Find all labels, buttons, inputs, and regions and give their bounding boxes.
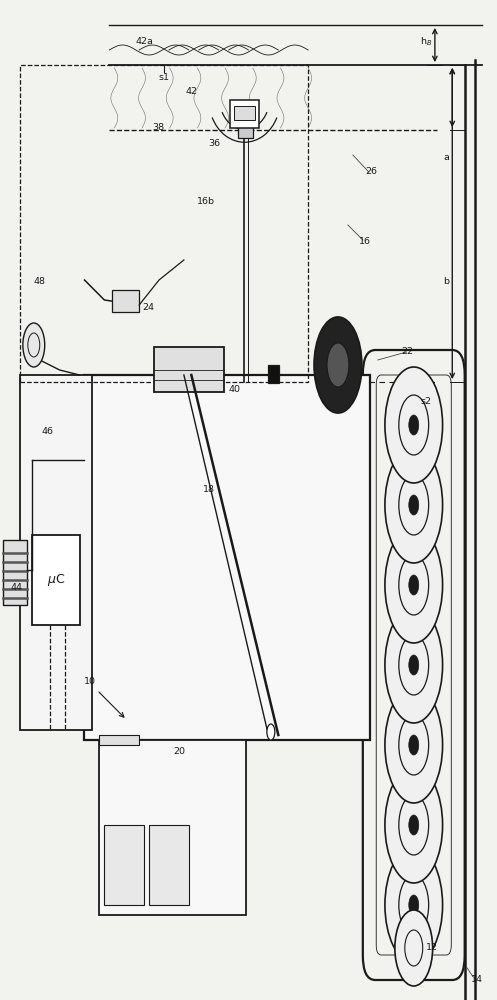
Text: 16b: 16b xyxy=(197,198,215,207)
Bar xyxy=(3,540,27,605)
Bar xyxy=(149,825,189,905)
Circle shape xyxy=(385,767,443,883)
Circle shape xyxy=(399,795,428,855)
Bar xyxy=(234,106,255,120)
Circle shape xyxy=(28,333,40,357)
Text: 46: 46 xyxy=(41,428,53,436)
Text: 40: 40 xyxy=(229,385,241,394)
Circle shape xyxy=(409,575,418,595)
Circle shape xyxy=(385,367,443,483)
Circle shape xyxy=(385,447,443,563)
Text: 48: 48 xyxy=(34,277,46,286)
Circle shape xyxy=(409,655,418,675)
Circle shape xyxy=(409,815,418,835)
Bar xyxy=(99,740,246,915)
Text: 18: 18 xyxy=(203,486,215,494)
Text: a: a xyxy=(443,152,449,161)
Circle shape xyxy=(399,475,428,535)
Text: h$_B$: h$_B$ xyxy=(420,36,432,48)
Text: 20: 20 xyxy=(173,748,185,756)
Bar xyxy=(112,290,139,312)
Bar xyxy=(20,65,308,382)
Bar xyxy=(104,825,144,905)
Circle shape xyxy=(385,527,443,643)
Text: 12: 12 xyxy=(426,944,438,952)
Circle shape xyxy=(327,343,349,387)
Text: 42: 42 xyxy=(185,88,197,97)
Circle shape xyxy=(409,415,418,435)
Text: b: b xyxy=(443,277,449,286)
Circle shape xyxy=(314,317,362,413)
Bar xyxy=(20,375,92,730)
Bar xyxy=(268,365,279,383)
Circle shape xyxy=(405,930,422,966)
Text: 42a: 42a xyxy=(135,37,153,46)
Bar xyxy=(84,375,370,740)
Circle shape xyxy=(409,735,418,755)
Bar xyxy=(32,535,80,625)
Circle shape xyxy=(385,847,443,963)
Text: 22: 22 xyxy=(402,348,414,357)
Bar xyxy=(238,126,253,138)
Text: $\mu$C: $\mu$C xyxy=(47,572,65,588)
Bar xyxy=(154,347,224,392)
Text: 36: 36 xyxy=(209,139,221,148)
Circle shape xyxy=(385,687,443,803)
Text: 14: 14 xyxy=(471,976,483,984)
Text: s2: s2 xyxy=(421,397,432,406)
Text: 24: 24 xyxy=(142,304,154,312)
Text: 16: 16 xyxy=(359,237,371,246)
Circle shape xyxy=(409,895,418,915)
Bar xyxy=(99,735,139,745)
Text: s1: s1 xyxy=(159,74,169,83)
Circle shape xyxy=(399,555,428,615)
Circle shape xyxy=(399,875,428,935)
Bar xyxy=(230,100,259,128)
Text: 10: 10 xyxy=(83,678,95,686)
Circle shape xyxy=(399,635,428,695)
Circle shape xyxy=(267,724,275,740)
Circle shape xyxy=(409,495,418,515)
Circle shape xyxy=(399,715,428,775)
Circle shape xyxy=(399,395,428,455)
Text: 44: 44 xyxy=(10,584,22,592)
Text: 26: 26 xyxy=(366,167,378,176)
Circle shape xyxy=(385,607,443,723)
Circle shape xyxy=(23,323,45,367)
Text: 38: 38 xyxy=(152,123,164,132)
Circle shape xyxy=(395,910,432,986)
